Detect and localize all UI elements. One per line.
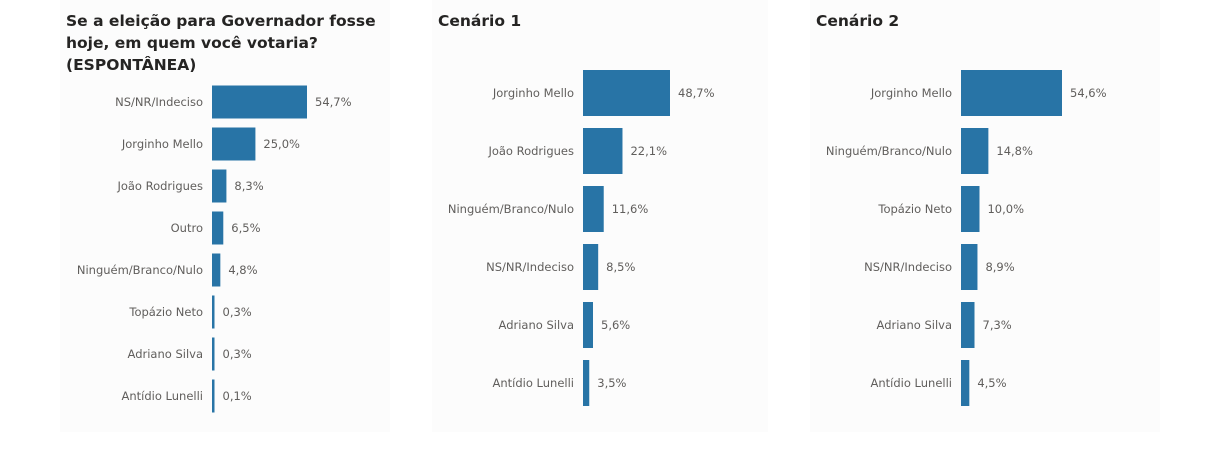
category-label: NS/NR/Indeciso [486, 260, 574, 274]
category-label: Adriano Silva [128, 347, 203, 361]
category-label: Jorginho Mello [121, 137, 203, 151]
bar-chart-cenario-1: Jorginho Mello 48,7% João Rodrigues 22,1% Ni… [448, 70, 715, 406]
data-label: 4,5% [977, 376, 1006, 390]
bar[interactable] [212, 295, 215, 329]
bar[interactable] [961, 360, 970, 406]
bar[interactable] [583, 244, 599, 290]
data-label: 11,6% [612, 202, 649, 216]
bar[interactable] [583, 70, 670, 116]
category-label: Jorginho Mello [492, 86, 574, 100]
category-label: Outro [171, 221, 203, 235]
chart-panel-espontanea: Se a eleição para Governador fosse hoje,… [60, 0, 390, 432]
category-label: Antídio Lunelli [871, 376, 953, 390]
bar[interactable] [583, 128, 623, 174]
data-label: 6,5% [231, 221, 260, 235]
category-label: João Rodrigues [487, 144, 574, 158]
bar-chart-espontanea: NS/NR/Indeciso 54,7% Jorginho Mello 25,0% Jo… [77, 85, 352, 413]
data-label: 54,7% [315, 95, 352, 109]
bar[interactable] [961, 244, 978, 290]
data-label: 0,3% [223, 347, 252, 361]
bar[interactable] [212, 169, 227, 203]
data-label: 14,8% [996, 144, 1033, 158]
category-label: Jorginho Mello [870, 86, 952, 100]
category-label: Antídio Lunelli [493, 376, 575, 390]
bar[interactable] [212, 211, 224, 245]
category-label: Topázio Neto [128, 305, 203, 319]
chart-title-cenario-1: Cenário 1 [438, 12, 522, 30]
data-label: 22,1% [630, 144, 667, 158]
data-label: 7,3% [983, 318, 1012, 332]
bar[interactable] [583, 360, 590, 406]
data-label: 0,3% [223, 305, 252, 319]
data-label: 8,3% [234, 179, 263, 193]
bar[interactable] [961, 186, 980, 232]
category-label: Topázio Neto [877, 202, 952, 216]
bar[interactable] [583, 186, 604, 232]
bar[interactable] [212, 253, 221, 287]
bar[interactable] [961, 302, 975, 348]
category-label: Antídio Lunelli [122, 389, 204, 403]
bar[interactable] [212, 127, 256, 161]
category-label: Adriano Silva [499, 318, 574, 332]
data-label: 8,5% [606, 260, 635, 274]
bar[interactable] [583, 302, 594, 348]
bar[interactable] [212, 337, 215, 371]
category-label: Adriano Silva [877, 318, 952, 332]
bar[interactable] [961, 128, 989, 174]
chart-title-espontanea: Se a eleição para Governador fosse hoje,… [66, 12, 376, 74]
data-label: 10,0% [987, 202, 1024, 216]
data-label: 3,5% [597, 376, 626, 390]
data-label: 0,1% [223, 389, 252, 403]
category-label: Ninguém/Branco/Nulo [448, 202, 574, 216]
data-label: 48,7% [678, 86, 715, 100]
data-label: 8,9% [985, 260, 1014, 274]
bar[interactable] [212, 379, 215, 413]
bar[interactable] [212, 85, 307, 119]
category-label: João Rodrigues [116, 179, 203, 193]
category-label: Ninguém/Branco/Nulo [77, 263, 203, 277]
data-label: 5,6% [601, 318, 630, 332]
data-label: 25,0% [263, 137, 300, 151]
category-label: NS/NR/Indeciso [115, 95, 203, 109]
category-label: Ninguém/Branco/Nulo [826, 144, 952, 158]
bar[interactable] [961, 70, 1062, 116]
chart-title-cenario-2: Cenário 2 [816, 12, 900, 30]
data-label: 54,6% [1070, 86, 1107, 100]
category-label: NS/NR/Indeciso [864, 260, 952, 274]
bar-chart-cenario-2: Jorginho Mello 54,6% Ninguém/Branco/Nulo 14… [826, 70, 1107, 406]
data-label: 4,8% [228, 263, 257, 277]
